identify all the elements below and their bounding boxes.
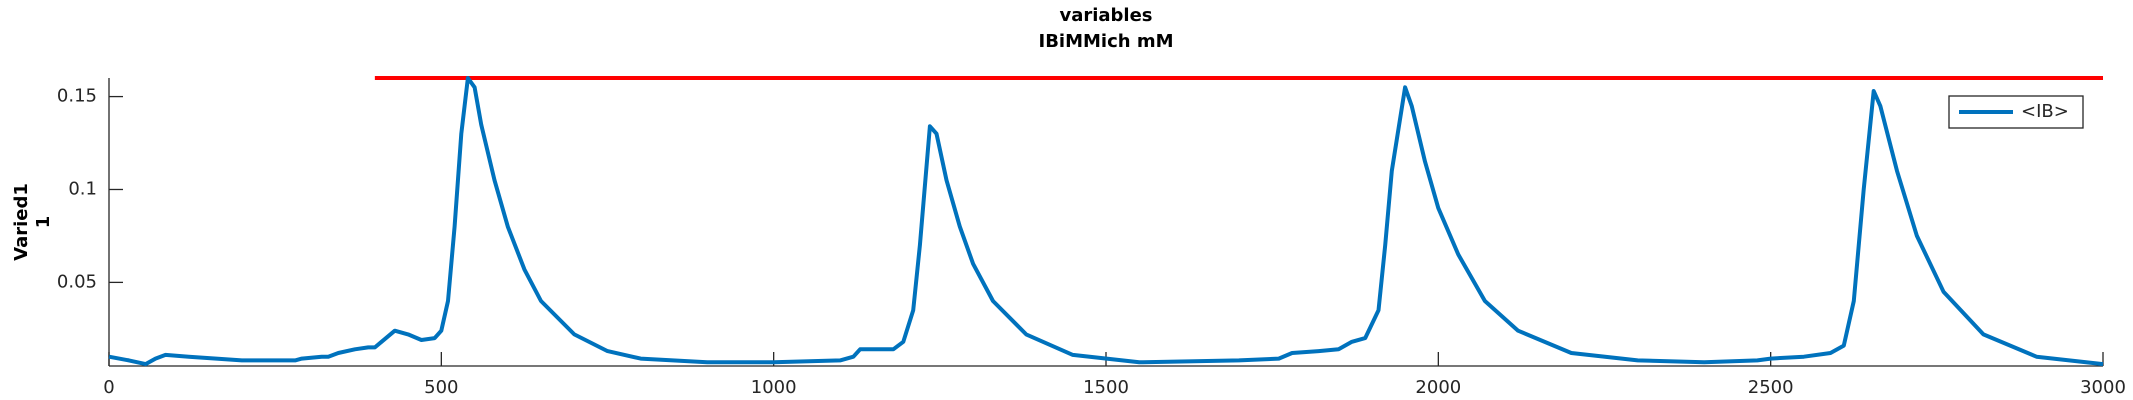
x-tick-label: 0 xyxy=(103,377,114,398)
y-tick-label: 0.15 xyxy=(57,86,97,107)
x-tick-label: 1000 xyxy=(751,377,797,398)
chart-title: variables xyxy=(1059,5,1152,26)
y-label-line: 1 xyxy=(33,216,54,229)
x-tick-label: 3000 xyxy=(2080,377,2126,398)
x-tick-label: 2000 xyxy=(1415,377,1461,398)
y-label-line: Varied1 xyxy=(11,183,32,261)
y-label: Varied1 1 xyxy=(11,183,54,261)
y-tick-label: 0.1 xyxy=(68,178,97,199)
x-tick-label: 500 xyxy=(424,377,458,398)
data-line xyxy=(108,76,2104,367)
y-tick-label: 0.05 xyxy=(57,271,97,292)
legend-label: <IB> xyxy=(2021,101,2069,122)
x-tick-label: 2500 xyxy=(1748,377,1794,398)
x-tick-label: 1500 xyxy=(1083,377,1129,398)
chart-title: IBiMMich mM xyxy=(1039,31,1174,52)
